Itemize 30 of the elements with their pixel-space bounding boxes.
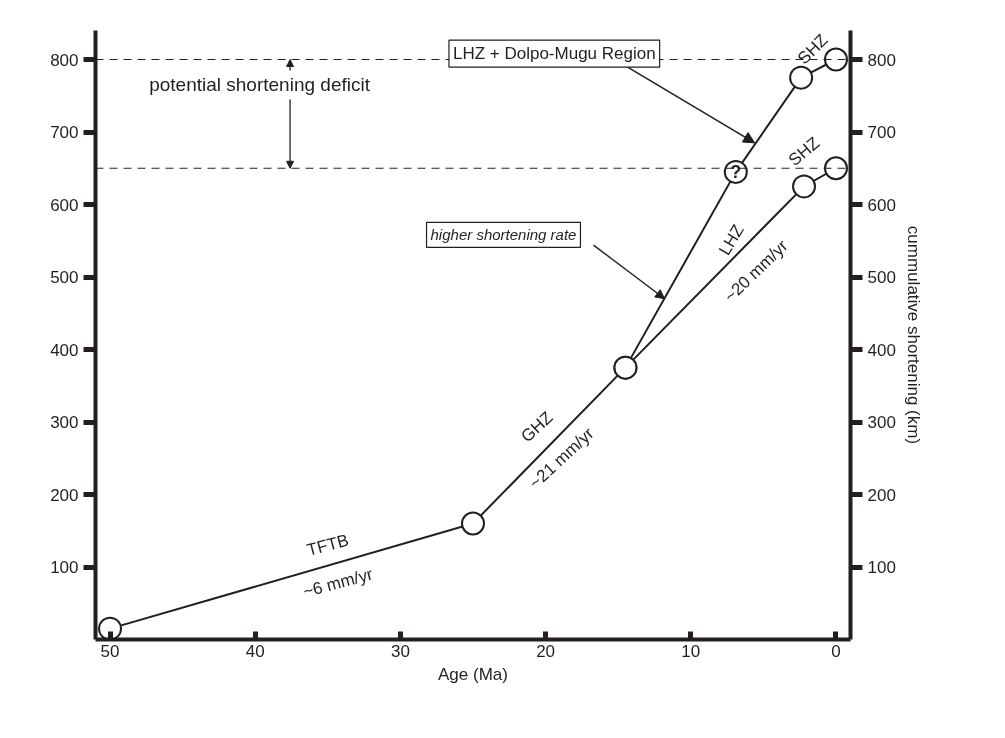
y2-tick-label: 300 (867, 413, 896, 432)
y2-tick-label: 200 (867, 485, 896, 505)
y-tick-label: 600 (50, 195, 79, 215)
y-tick-label: 100 (50, 558, 79, 577)
y2-tick-label: 400 (867, 340, 896, 360)
y-tick-label: 300 (50, 413, 79, 432)
annotation: ? (730, 161, 742, 182)
y-tick-label: 200 (50, 485, 79, 505)
x-tick-label: 20 (536, 641, 556, 661)
annotation: TFTB (304, 530, 351, 560)
y-tick-label: 700 (50, 123, 79, 142)
y2-tick-label: 800 (867, 50, 896, 70)
annotation: higher shortening rate (430, 226, 577, 244)
x-tick-label: 50 (100, 641, 120, 661)
y2-tick-label: 100 (867, 558, 896, 577)
annotation: ~6 mm/yr (301, 564, 376, 602)
y-tick-label: 800 (50, 50, 79, 70)
x-axis-title: Age (Ma) (438, 664, 508, 684)
annotation: LHZ + Dolpo-Mugu Region (452, 44, 656, 64)
x-tick-label: 40 (245, 641, 265, 661)
x-tick-label: 30 (390, 641, 410, 661)
y2-tick-label: 700 (867, 123, 896, 142)
x-tick-label: 0 (831, 641, 841, 661)
x-tick-label: 10 (681, 641, 701, 661)
y2-tick-label: 600 (867, 195, 896, 215)
y2-tick-label: 500 (867, 268, 896, 287)
y-tick-label: 400 (50, 340, 79, 360)
y2-axis-title: cummulative shortening (km) (903, 225, 923, 445)
annotation: potential shortening deficit (149, 74, 371, 96)
y-tick-label: 500 (50, 268, 79, 287)
